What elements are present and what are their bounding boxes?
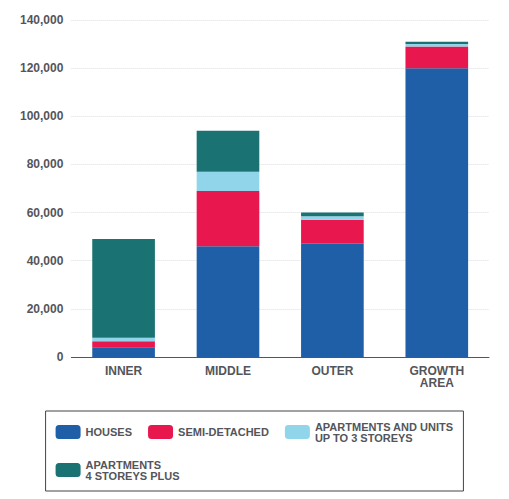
svg-text:OUTER: OUTER <box>311 364 353 378</box>
svg-text:INNER: INNER <box>105 364 143 378</box>
svg-text:AREA: AREA <box>420 376 454 390</box>
svg-text:HOUSES: HOUSES <box>86 426 132 438</box>
svg-text:20,000: 20,000 <box>27 302 64 316</box>
svg-text:APARTMENTS: APARTMENTS <box>85 458 162 471</box>
svg-text:MIDDLE: MIDDLE <box>205 364 251 378</box>
svg-text:140,000: 140,000 <box>20 13 64 27</box>
svg-text:4 STOREYS PLUS: 4 STOREYS PLUS <box>86 470 180 482</box>
svg-text:0: 0 <box>57 350 64 364</box>
svg-text:UP TO 3 STOREYS: UP TO 3 STOREYS <box>315 432 413 444</box>
svg-text:120,000: 120,000 <box>20 61 64 75</box>
svg-text:60,000: 60,000 <box>27 206 64 220</box>
svg-text:SEMI-DETACHED: SEMI-DETACHED <box>178 426 269 438</box>
svg-text:40,000: 40,000 <box>27 254 64 268</box>
svg-text:100,000: 100,000 <box>20 109 64 123</box>
svg-text:GROWTH: GROWTH <box>409 364 465 378</box>
svg-text:80,000: 80,000 <box>27 157 64 171</box>
svg-text:APARTMENTS AND UNITS: APARTMENTS AND UNITS <box>314 420 453 433</box>
